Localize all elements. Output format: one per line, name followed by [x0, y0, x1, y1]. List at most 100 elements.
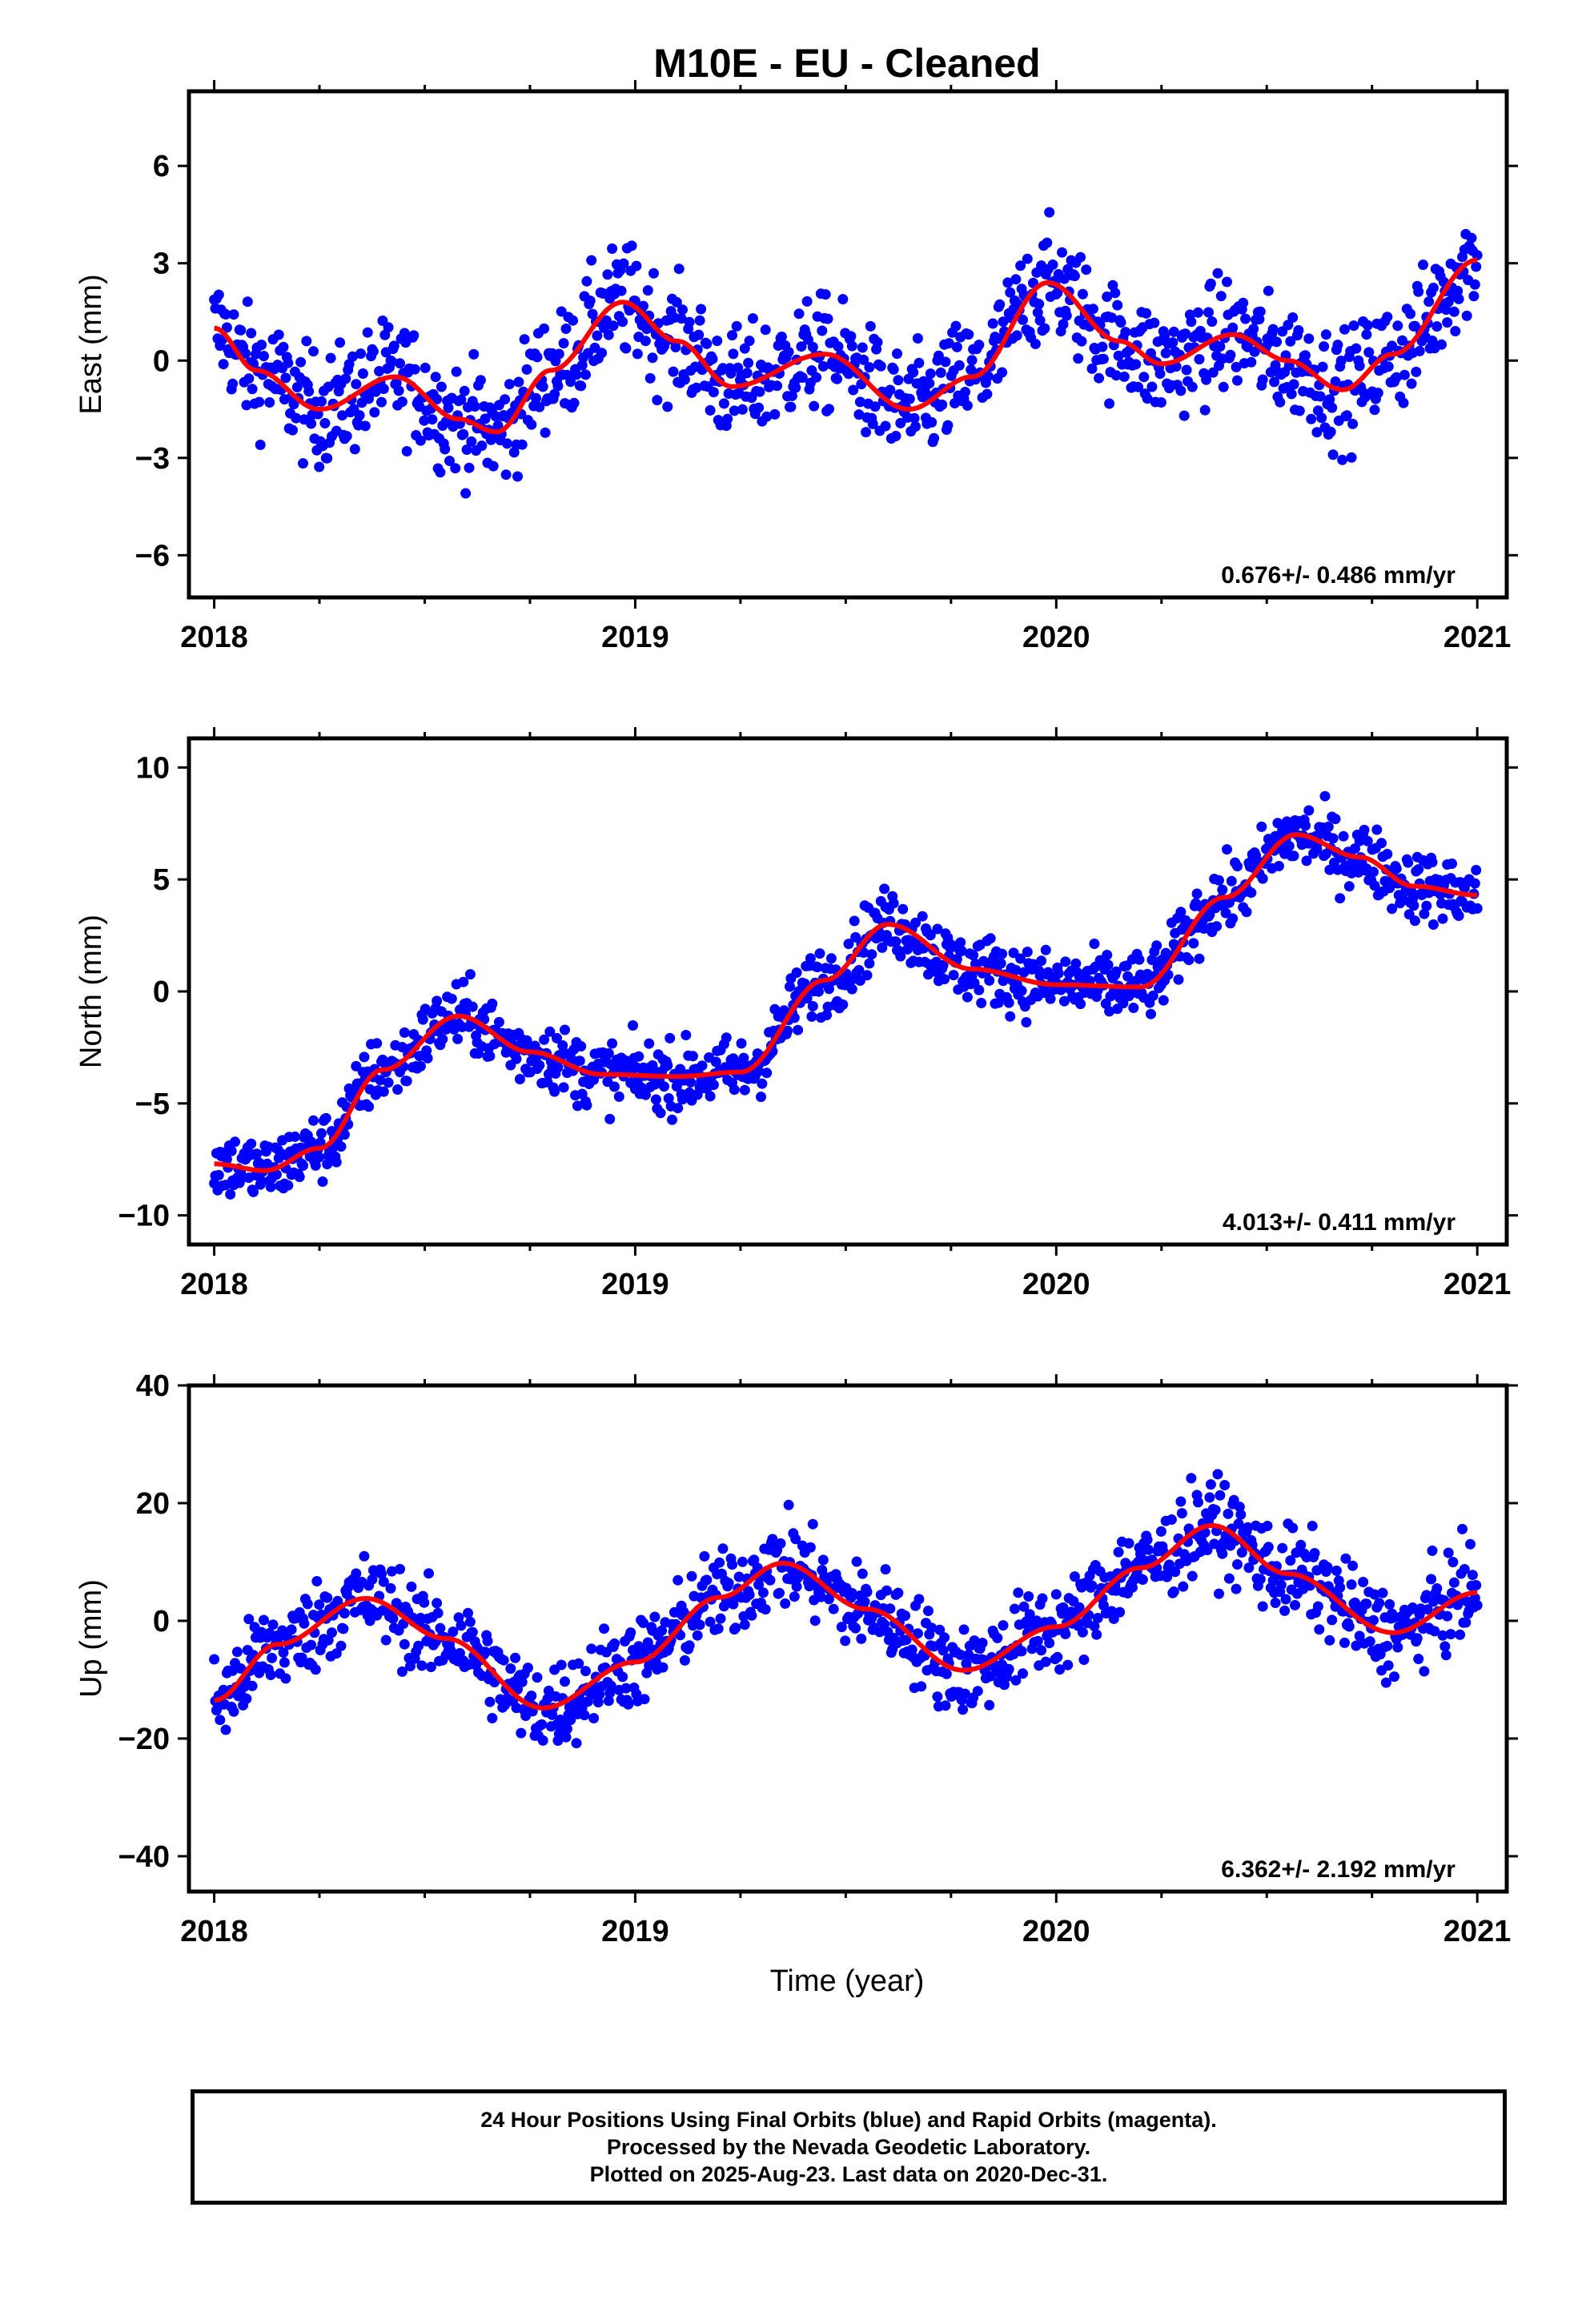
data-point — [1215, 1490, 1226, 1501]
data-point — [1279, 1605, 1291, 1616]
data-point — [1414, 345, 1425, 356]
data-point — [1354, 1630, 1365, 1642]
data-point — [367, 346, 379, 357]
data-point — [308, 346, 319, 357]
data-point — [1249, 346, 1260, 357]
data-point — [1303, 333, 1315, 344]
data-point — [715, 1613, 726, 1624]
data-point — [1069, 271, 1080, 282]
data-point — [215, 1715, 226, 1726]
data-point — [1005, 287, 1016, 298]
data-point — [1382, 1640, 1393, 1651]
y-tick-label: 10 — [136, 751, 170, 785]
data-point — [757, 1587, 769, 1598]
y-tick-label: −5 — [135, 1088, 170, 1121]
data-point — [1032, 307, 1043, 318]
data-point — [1039, 323, 1050, 334]
data-point — [241, 400, 252, 411]
data-point — [522, 1663, 533, 1674]
data-point — [765, 1574, 776, 1586]
data-point — [220, 309, 231, 320]
data-point — [1146, 955, 1158, 966]
data-point — [1110, 966, 1122, 977]
data-point — [809, 1615, 821, 1626]
data-point — [1427, 857, 1438, 868]
data-point — [1205, 278, 1216, 289]
data-point — [514, 1074, 525, 1084]
data-point — [1243, 1562, 1255, 1574]
data-point — [727, 330, 737, 341]
data-point — [1350, 843, 1360, 854]
data-point — [783, 1499, 794, 1510]
data-point — [1223, 1573, 1235, 1584]
data-point — [1098, 353, 1109, 364]
data-point — [1338, 830, 1349, 842]
data-point — [1214, 875, 1224, 886]
data-point — [708, 387, 719, 398]
data-point — [1008, 947, 1019, 959]
data-point — [453, 1612, 464, 1623]
data-point — [1391, 372, 1402, 383]
data-point — [1087, 304, 1098, 315]
data-point — [1257, 1601, 1268, 1612]
data-point — [1238, 297, 1249, 308]
data-point — [631, 260, 642, 271]
data-point — [544, 1026, 556, 1037]
data-point — [941, 1668, 952, 1679]
data-point — [955, 1649, 966, 1660]
data-point — [717, 1543, 729, 1554]
data-point — [1058, 319, 1069, 330]
data-point — [468, 348, 480, 360]
data-point — [644, 372, 656, 384]
data-point — [1040, 944, 1051, 955]
data-point — [727, 1559, 737, 1570]
data-point — [1034, 315, 1046, 326]
data-point — [1408, 900, 1419, 911]
data-point — [1307, 1521, 1318, 1531]
data-point — [1343, 881, 1355, 892]
data-point — [461, 444, 472, 455]
data-point — [436, 381, 447, 392]
data-point — [386, 1566, 397, 1577]
data-point — [458, 428, 469, 440]
data-point — [640, 1646, 651, 1657]
data-point — [895, 417, 906, 428]
data-point — [1191, 888, 1203, 899]
data-point — [749, 1554, 760, 1566]
data-point — [1194, 953, 1205, 964]
data-point — [1348, 320, 1359, 332]
data-point — [933, 350, 944, 361]
data-point — [780, 1598, 791, 1609]
data-point — [1118, 371, 1130, 382]
data-point — [1269, 376, 1280, 388]
data-point — [633, 1051, 644, 1062]
data-point — [225, 1188, 236, 1200]
data-point — [1455, 1629, 1466, 1640]
data-point — [1217, 884, 1228, 895]
data-point — [1122, 971, 1134, 982]
data-point — [974, 984, 985, 995]
data-point — [1327, 402, 1338, 413]
data-point — [369, 407, 380, 418]
data-point — [351, 1568, 362, 1579]
data-point — [1218, 381, 1229, 392]
data-point — [383, 1077, 394, 1088]
data-point — [1207, 316, 1218, 328]
data-point — [866, 949, 877, 960]
data-point — [1324, 394, 1335, 405]
data-point — [673, 263, 685, 275]
data-point — [1138, 372, 1150, 383]
data-point — [395, 358, 405, 369]
data-point — [807, 1518, 818, 1530]
data-point — [552, 1062, 564, 1073]
data-point — [1372, 388, 1383, 399]
data-point — [298, 458, 308, 469]
data-point — [286, 1624, 297, 1635]
data-point — [850, 1622, 861, 1634]
data-point — [774, 1587, 785, 1598]
data-point — [1332, 340, 1343, 351]
data-point — [1168, 326, 1179, 337]
y-tick-label: −40 — [118, 1840, 170, 1874]
data-point — [1399, 369, 1410, 380]
data-point — [1277, 1542, 1288, 1554]
